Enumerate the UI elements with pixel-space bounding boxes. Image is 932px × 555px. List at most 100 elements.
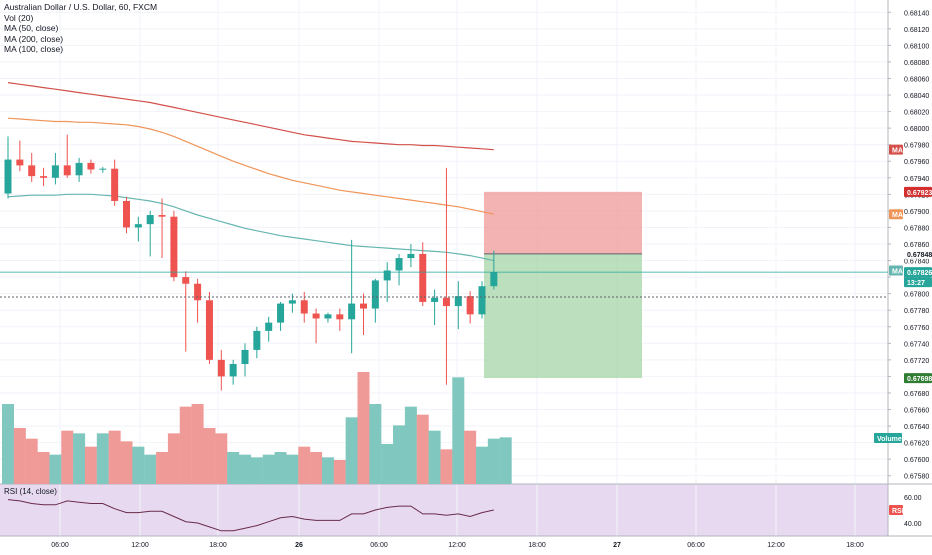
candle[interactable] — [123, 196, 130, 234]
rsi-axis-tag-text: RSI — [892, 508, 904, 515]
candle[interactable] — [383, 262, 391, 302]
candle[interactable] — [371, 278, 379, 323]
volume-bar — [239, 454, 251, 484]
candle[interactable] — [336, 308, 344, 331]
candle[interactable] — [253, 326, 261, 359]
rsi-title[interactable]: RSI (14, close) — [4, 487, 57, 496]
candle[interactable] — [40, 167, 48, 187]
candle[interactable] — [217, 349, 225, 391]
candle[interactable] — [28, 152, 36, 182]
volume-bar — [499, 437, 512, 484]
candle[interactable] — [395, 253, 403, 286]
candle[interactable] — [324, 312, 332, 323]
position-target-zone[interactable] — [484, 253, 642, 379]
countdown-tag[interactable]: 13:27 — [904, 277, 932, 288]
time-axis[interactable]: 06:00 12:00 18:00 26 06:00 12:00 18:00 27 06:00 1… — [51, 542, 864, 549]
candle[interactable] — [99, 167, 107, 173]
price-axis[interactable]: 0.68140 0.68120 0.68100 0.68080 0.68060 0.680… — [888, 10, 929, 481]
candle[interactable] — [265, 316, 273, 342]
candle-body — [277, 303, 285, 323]
time-tick-label: 12:00 — [448, 542, 466, 549]
ma100-axis-tag[interactable]: MA — [889, 209, 903, 220]
rsi-tick-label: 40.00 — [904, 521, 922, 528]
candle[interactable] — [442, 167, 450, 385]
candle-body — [241, 349, 249, 364]
candle[interactable] — [4, 136, 12, 199]
volume-bar — [61, 430, 74, 484]
candle[interactable] — [75, 157, 83, 182]
symbol-title[interactable]: Australian Dollar / U.S. Dollar, 60, FXC… — [4, 2, 158, 12]
price-tick-label: 0.67960 — [904, 159, 929, 166]
rsi-axis-tag[interactable]: RSI — [889, 505, 904, 515]
candle[interactable] — [158, 198, 166, 259]
candle[interactable] — [170, 210, 178, 282]
volume-bar — [428, 430, 441, 484]
candle[interactable] — [419, 242, 427, 307]
time-tick-label: 18:00 — [209, 542, 227, 549]
ma100-axis-tag-background — [889, 209, 903, 220]
position-stop-zone[interactable] — [484, 191, 642, 254]
candle[interactable] — [63, 134, 71, 178]
candle[interactable] — [277, 301, 285, 331]
candle-body — [431, 297, 439, 302]
volume-bar — [191, 404, 204, 484]
volume-bar — [274, 452, 287, 484]
candle[interactable] — [454, 281, 462, 330]
volume-bar — [215, 433, 228, 484]
candle[interactable] — [490, 250, 498, 290]
volume-bars — [2, 372, 512, 484]
candle-body — [4, 159, 12, 194]
ma50-axis-tag[interactable]: MA — [889, 265, 903, 276]
stop-price-tag[interactable]: 0.67923 — [904, 186, 932, 197]
entry-price-tag[interactable]: 0.67848 — [904, 248, 932, 259]
ma200-axis-tag[interactable]: MA — [889, 144, 903, 155]
ma100-axis-tag-text: MA — [892, 212, 903, 219]
candle[interactable] — [407, 244, 415, 268]
price-tick-label: 0.68080 — [904, 60, 929, 67]
current-price-tag[interactable]: 0.67826 — [904, 267, 932, 278]
ma200-indicator-label[interactable]: MA (200, close) — [4, 33, 64, 44]
price-tick-label: 0.67780 — [904, 308, 929, 315]
countdown-tag-background — [904, 277, 932, 288]
candle[interactable] — [312, 308, 320, 344]
price-tick-label: 0.67900 — [904, 209, 929, 216]
candle-body — [205, 300, 213, 360]
volume-indicator-label[interactable]: Vol (20) — [4, 12, 34, 23]
candle[interactable] — [229, 359, 237, 385]
candle[interactable] — [87, 159, 95, 174]
candle[interactable] — [194, 278, 202, 323]
candle[interactable] — [16, 140, 24, 172]
candle-body — [265, 322, 273, 331]
volume-axis-tag[interactable]: Volume — [874, 433, 902, 443]
volume-bar — [262, 454, 275, 484]
candle[interactable] — [466, 291, 474, 324]
target-price-tag[interactable]: 0.67698 — [904, 373, 932, 384]
candle-body — [383, 270, 391, 281]
volume-bar — [167, 433, 180, 484]
candle[interactable] — [360, 293, 367, 336]
volume-bar — [132, 446, 145, 484]
price-tick-label: 0.67720 — [904, 358, 929, 365]
candle-body — [312, 313, 320, 319]
candle[interactable] — [348, 239, 356, 354]
ma100-indicator-label[interactable]: MA (100, close) — [4, 44, 64, 54]
candle[interactable] — [241, 343, 249, 377]
candle-body — [360, 303, 367, 309]
candle[interactable] — [182, 271, 190, 352]
stop-price-tag-background — [904, 186, 932, 197]
candle-body — [371, 280, 379, 309]
candle[interactable] — [111, 159, 119, 206]
candle-body — [134, 224, 142, 228]
candle[interactable] — [51, 152, 59, 185]
ma50-indicator-label[interactable]: MA (50, close) — [4, 23, 59, 33]
price-tick-label: 0.67760 — [904, 325, 929, 332]
candle[interactable] — [478, 281, 486, 319]
candle[interactable] — [134, 216, 142, 242]
candle[interactable] — [205, 292, 213, 364]
candle[interactable] — [431, 289, 439, 326]
candle[interactable] — [146, 210, 154, 257]
time-tick-label: 18:00 — [846, 542, 864, 549]
time-tick-label: 18:00 — [528, 542, 546, 549]
